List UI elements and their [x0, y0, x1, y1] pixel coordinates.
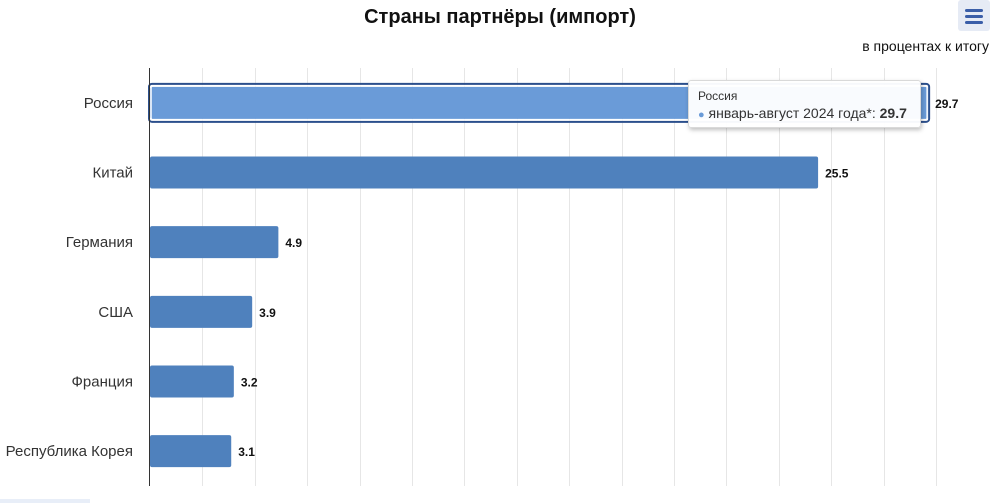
bar[interactable]: [150, 156, 819, 189]
category-label: Республика Корея: [6, 443, 133, 460]
data-label: 25.5: [825, 167, 849, 181]
bar-hover-inner-outline: [150, 85, 928, 121]
data-label: 3.2: [241, 376, 258, 390]
hamburger-menu-icon-line: [965, 15, 983, 18]
category-label: Россия: [84, 95, 133, 112]
tooltip-separator: :: [871, 105, 880, 121]
data-label: 29.7: [935, 97, 959, 111]
tooltip: Россия ● январь-август 2024 года*: 29.7: [688, 80, 921, 128]
hamburger-menu-icon: [965, 9, 983, 12]
chart-title: Страны партнёры (импорт): [364, 6, 636, 28]
bar[interactable]: [150, 226, 279, 259]
bar[interactable]: [150, 435, 232, 468]
tooltip-series-name: январь-август 2024 года*: [708, 105, 872, 121]
data-label: 3.1: [238, 445, 255, 459]
bar[interactable]: [150, 365, 234, 398]
category-label: Франция: [72, 374, 133, 391]
tooltip-series-dot-icon: ●: [698, 109, 705, 121]
category-label: Китай: [92, 165, 133, 182]
tooltip-category: Россия: [698, 89, 738, 103]
chart-subtitle: в процентах к итогу: [862, 38, 989, 54]
category-label: США: [98, 304, 133, 321]
data-label: 4.9: [285, 236, 302, 250]
data-label: 3.9: [259, 306, 276, 320]
scroll-hint: [0, 499, 90, 503]
tooltip-line: ● январь-август 2024 года*: 29.7: [698, 103, 911, 125]
category-label: Германия: [66, 234, 133, 251]
bar[interactable]: [150, 295, 253, 328]
tooltip-value: 29.7: [879, 105, 907, 121]
chart-menu-button[interactable]: [958, 0, 990, 31]
hamburger-menu-icon-line: [965, 21, 983, 24]
